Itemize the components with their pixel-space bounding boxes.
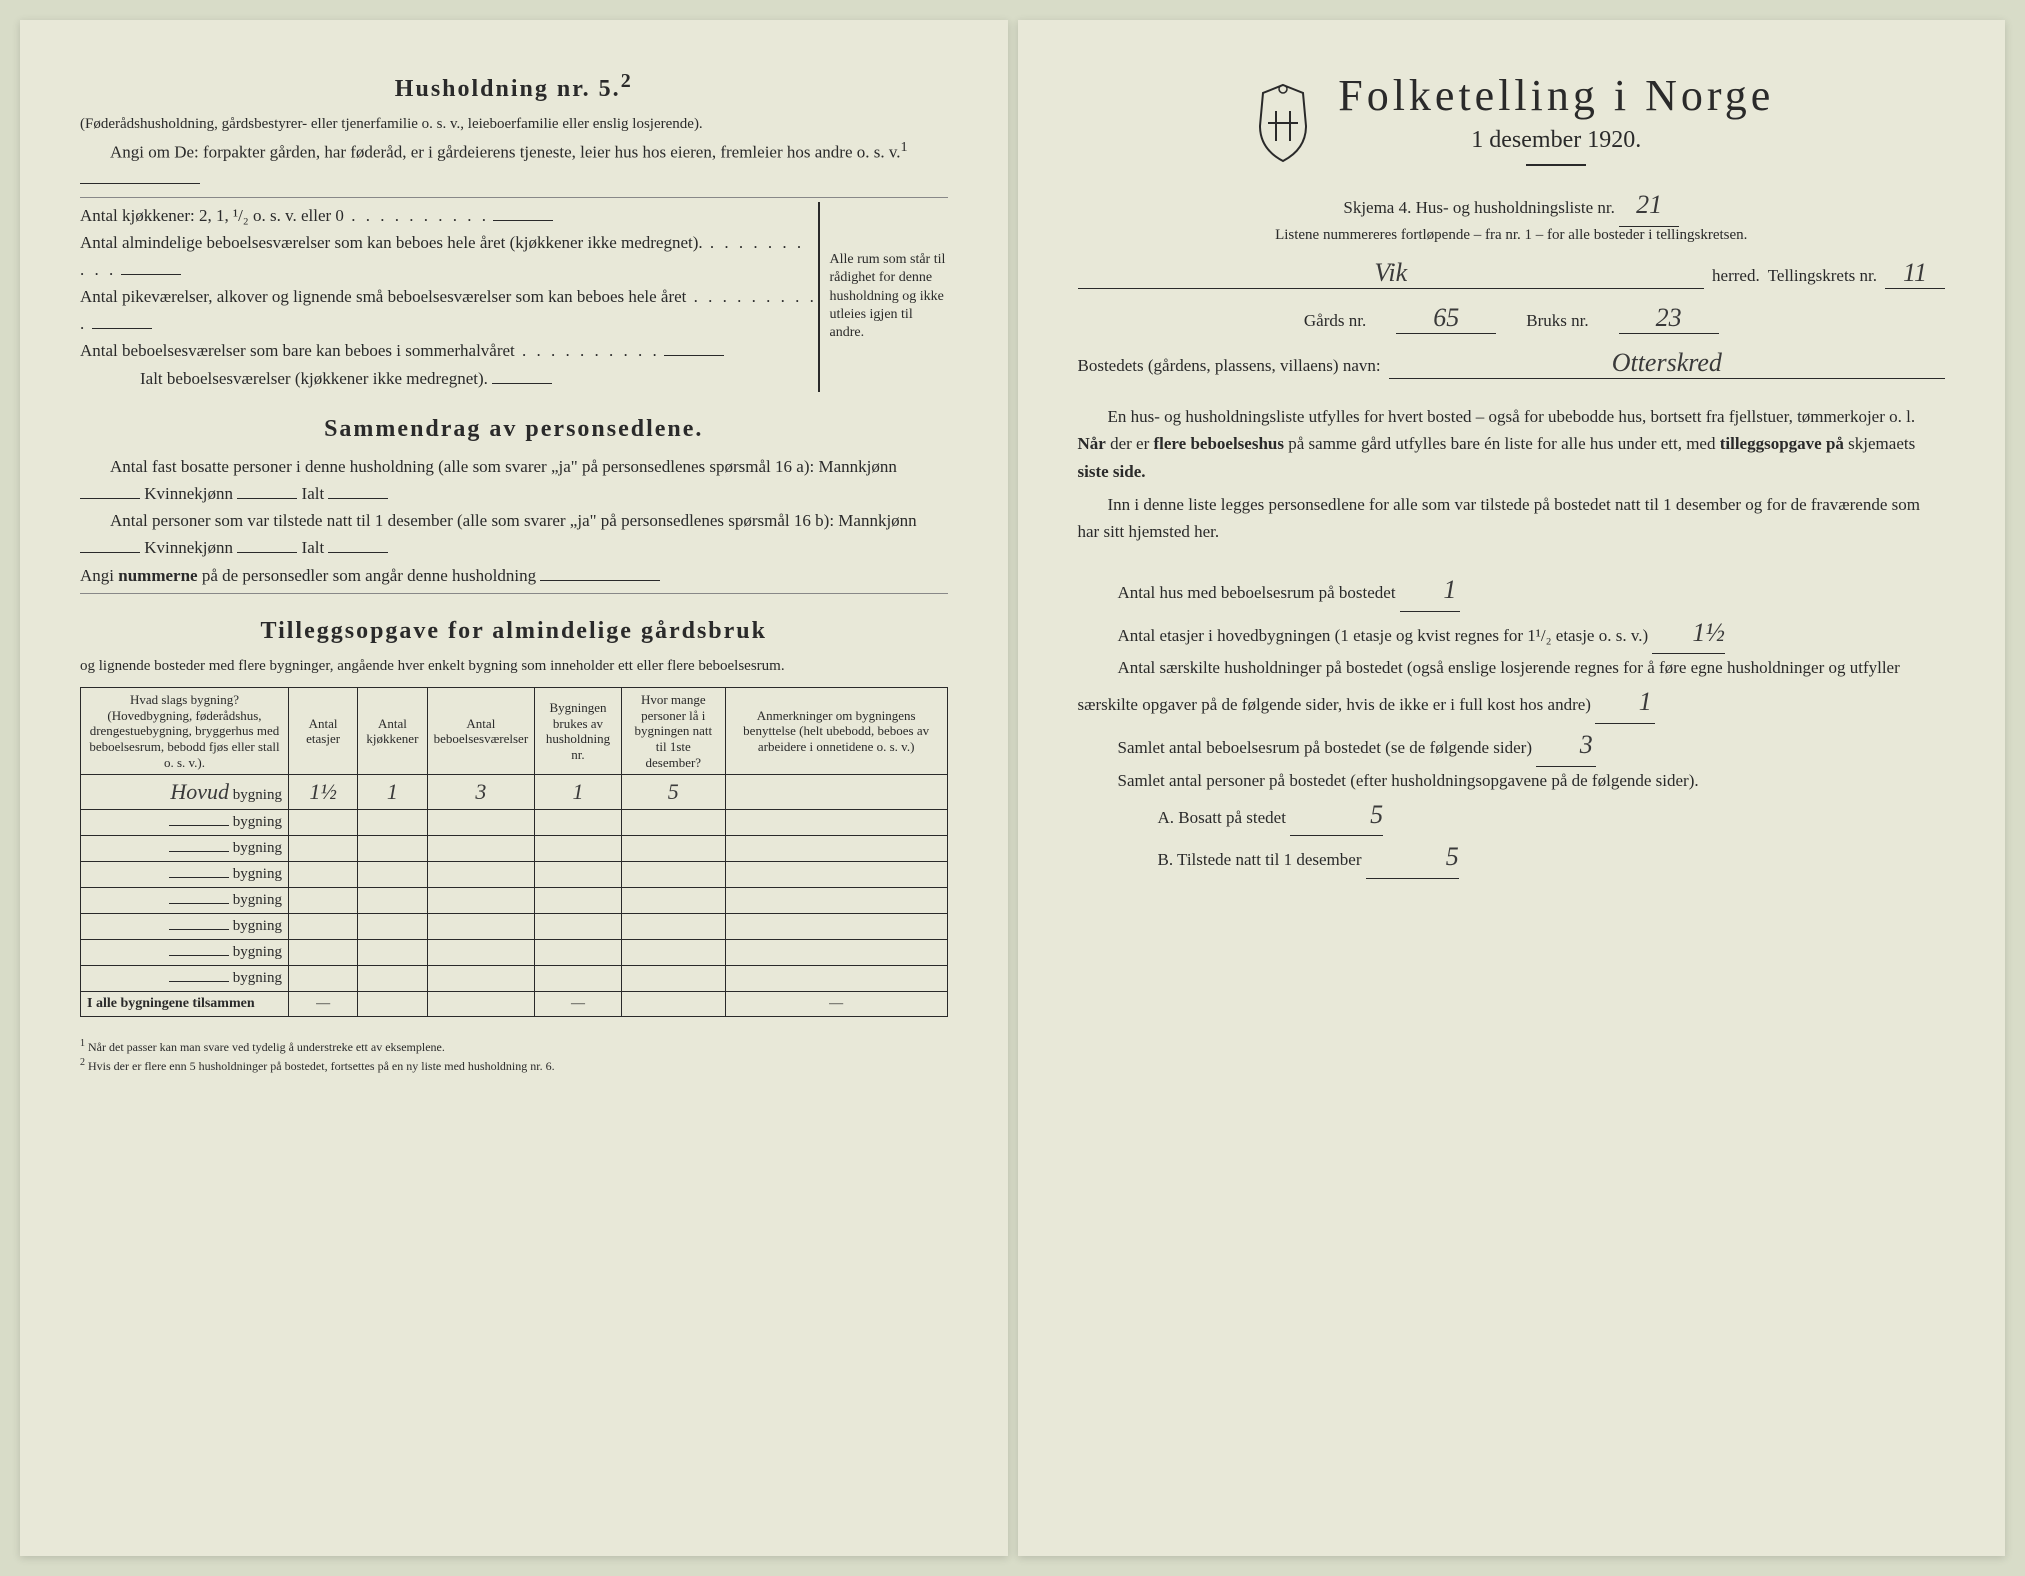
q5: Samlet antal personer på bostedet (efter… [1078, 767, 1946, 794]
herred-line: Vik herred. Tellingskrets nr. 11 [1078, 258, 1946, 289]
brace-note: Alle rum som står til rådighet for denne… [818, 202, 948, 392]
table-header-row: Hvad slags bygning? (Hovedbygning, føder… [81, 688, 948, 775]
rooms-block: Antal kjøkkener: 2, 1, ¹/₂ o. s. v. elle… [80, 202, 948, 392]
rooms3: Antal beboelsesværelser som bare kan beb… [80, 337, 818, 364]
qB: B. Tilstede natt til 1 desember 5 [1078, 836, 1946, 879]
sammen-line2: Antal personer som var tilstede natt til… [80, 507, 948, 561]
para2: Inn i denne liste legges personsedlene f… [1078, 491, 1946, 545]
rooms2: Antal pikeværelser, alkover og lignende … [80, 283, 818, 337]
date: 1 desember 1920. [1338, 127, 1774, 154]
rooms1: Antal almindelige beboelsesværelser som … [80, 229, 818, 283]
bosted-line: Bostedets (gårdens, plassens, villaens) … [1078, 348, 1946, 379]
building-table: Hvad slags bygning? (Hovedbygning, føder… [80, 687, 948, 1017]
title-row: Folketelling i Norge 1 desember 1920. [1078, 70, 1946, 176]
gards-line: Gårds nr. 65 Bruks nr. 23 [1078, 303, 1946, 334]
qA: A. Bosatt på stedet 5 [1078, 794, 1946, 837]
table-row: bygning [81, 914, 948, 940]
skjema-line: Skjema 4. Hus- og husholdningsliste nr. … [1078, 184, 1946, 227]
angi-nummer: Angi nummerne på de personsedler som ang… [80, 562, 948, 589]
tillegg-heading: Tilleggsopgave for almindelige gårdsbruk [80, 618, 948, 645]
angi-line: Angi om De: forpakter gården, har føderå… [80, 136, 948, 193]
right-page: Folketelling i Norge 1 desember 1920. Sk… [1018, 20, 2006, 1556]
crest-icon [1248, 81, 1318, 166]
q1: Antal hus med beboelsesrum på bostedet 1 [1078, 569, 1946, 612]
household-heading: Husholdning nr. 5.2 [80, 70, 948, 103]
tillegg-sub: og lignende bosteder med flere bygninger… [80, 655, 948, 678]
table-row: bygning [81, 810, 948, 836]
q3: Antal særskilte husholdninger på bostede… [1078, 654, 1946, 724]
table-row: bygning [81, 966, 948, 992]
sammendrag-heading: Sammendrag av personsedlene. [80, 416, 948, 443]
main-title: Folketelling i Norge [1338, 70, 1774, 121]
table-row: bygning [81, 888, 948, 914]
table-row: Hovud bygning 1½ 1 3 1 5 [81, 775, 948, 810]
table-row: bygning [81, 862, 948, 888]
table-row: bygning [81, 836, 948, 862]
para1: En hus- og husholdningsliste utfylles fo… [1078, 403, 1946, 485]
document-spread: Husholdning nr. 5.2 (Føderådshusholdning… [20, 20, 2005, 1556]
q2: Antal etasjer i hovedbygningen (1 etasje… [1078, 612, 1946, 655]
table-row: bygning [81, 940, 948, 966]
left-page: Husholdning nr. 5.2 (Føderådshusholdning… [20, 20, 1008, 1556]
sammen-line1: Antal fast bosatte personer i denne hush… [80, 453, 948, 507]
table-footer-row: I alle bygningene tilsammen ——— [81, 992, 948, 1017]
household-note: (Føderådshusholdning, gårdsbestyrer- ell… [80, 113, 948, 136]
listene-note: Listene nummereres fortløpende – fra nr.… [1078, 227, 1946, 244]
footnotes: 1 Når det passer kan man svare ved tydel… [80, 1037, 948, 1075]
kitchens-line: Antal kjøkkener: 2, 1, ¹/₂ o. s. v. elle… [80, 202, 818, 229]
rooms-total: Ialt beboelsesværelser (kjøkkener ikke m… [80, 365, 818, 392]
q4: Samlet antal beboelsesrum på bostedet (s… [1078, 724, 1946, 767]
